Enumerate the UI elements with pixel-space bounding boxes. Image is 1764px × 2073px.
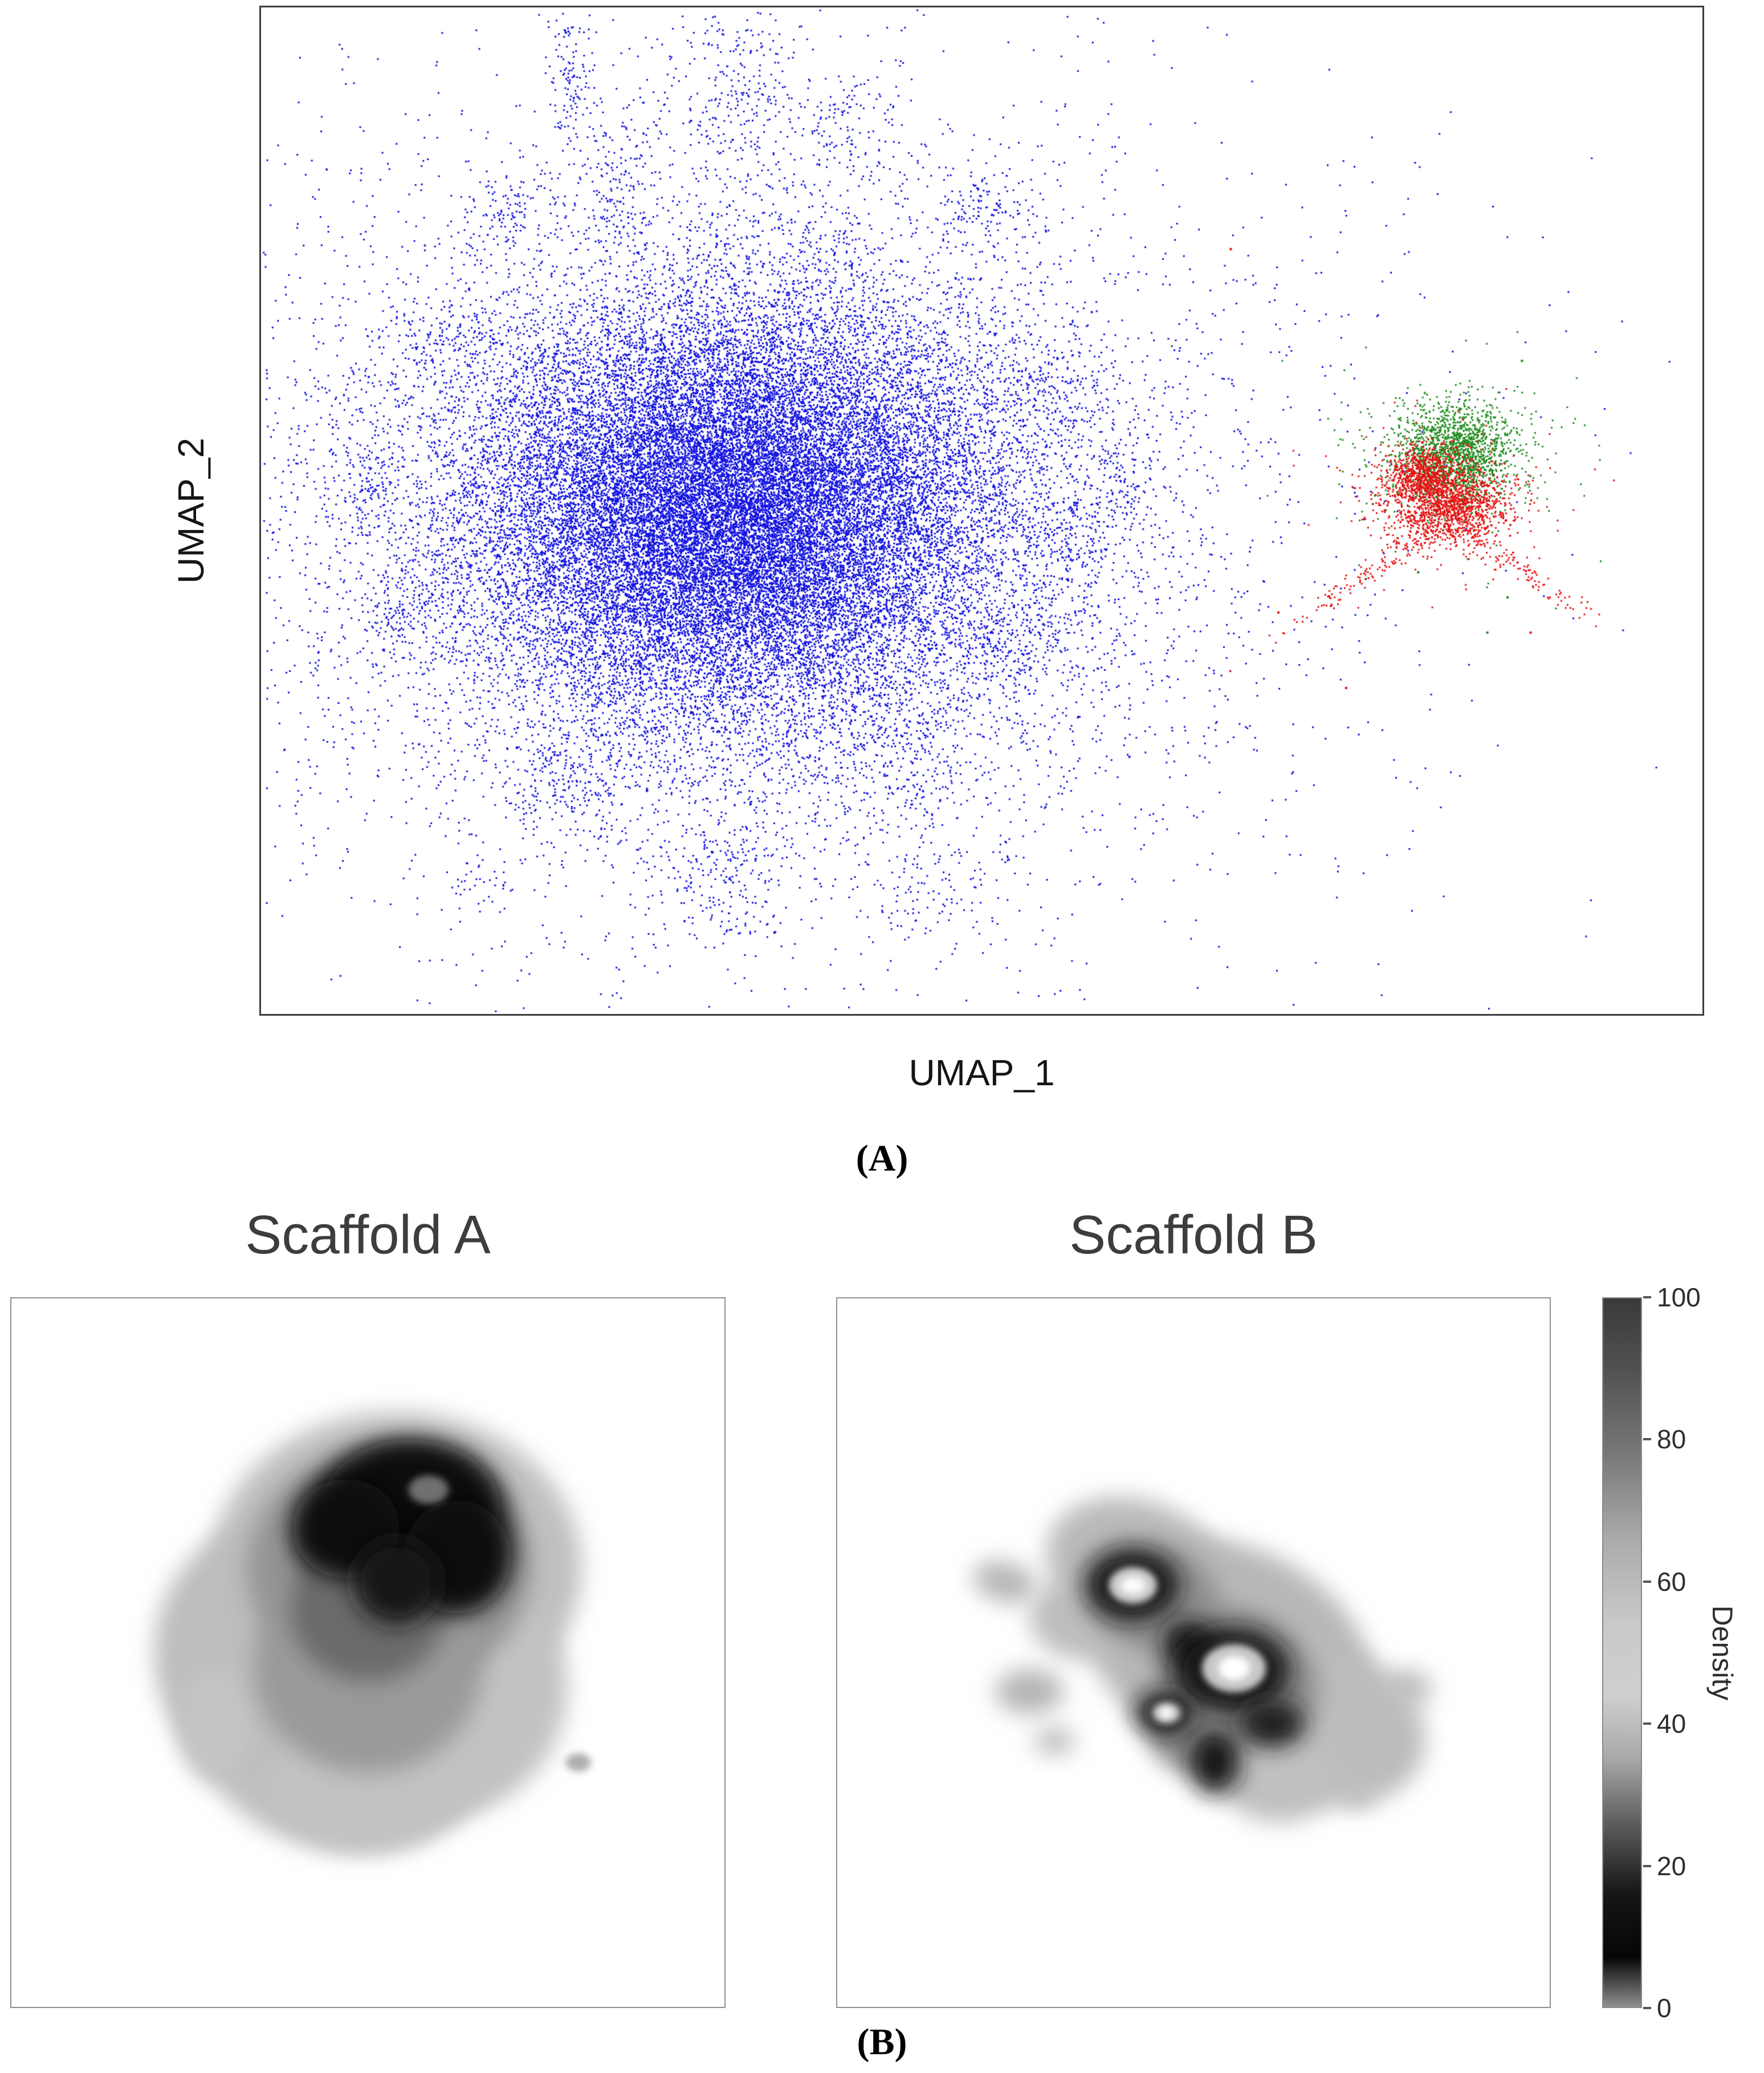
colorbar-tick-label: 100	[1657, 1282, 1701, 1312]
colorbar-tick-mark	[1643, 1296, 1651, 1298]
colorbar-tick-mark	[1643, 1580, 1651, 1583]
colorbar-tick-label: 40	[1657, 1709, 1686, 1739]
umap-plot-area	[259, 6, 1704, 1016]
colorbar-tick-label: 80	[1657, 1424, 1686, 1455]
panel-a-caption: (A)	[855, 1138, 909, 1179]
colorbar-tick-mark	[1643, 2007, 1651, 2009]
colorbar-tick-mark	[1643, 1722, 1651, 1725]
colorbar-tick-label: 0	[1657, 1993, 1672, 2023]
scaffold-a-title: Scaffold A	[245, 1204, 491, 1265]
scaffold-a-density-plot	[10, 1297, 726, 2008]
colorbar-tick-mark	[1643, 1438, 1651, 1441]
colorbar-gradient	[1602, 1297, 1642, 2008]
umap-x-axis-label: UMAP_1	[909, 1052, 1055, 1093]
colorbar-tick-mark	[1643, 1864, 1651, 1867]
scaffold-b-title: Scaffold B	[1069, 1204, 1318, 1265]
umap-y-axis-label: UMAP_2	[170, 437, 211, 584]
colorbar-tick-label: 60	[1657, 1566, 1686, 1597]
colorbar-tick-label: 20	[1657, 1851, 1686, 1881]
panel-b-caption: (B)	[857, 2021, 907, 2063]
colorbar-ticks: 100 80 60 40 20 0	[1643, 1284, 1729, 2022]
scaffold-b-density-plot	[836, 1297, 1551, 2008]
colorbar-axis-label: Density	[1706, 1605, 1738, 1701]
umap-scatter-canvas	[261, 7, 1702, 1014]
